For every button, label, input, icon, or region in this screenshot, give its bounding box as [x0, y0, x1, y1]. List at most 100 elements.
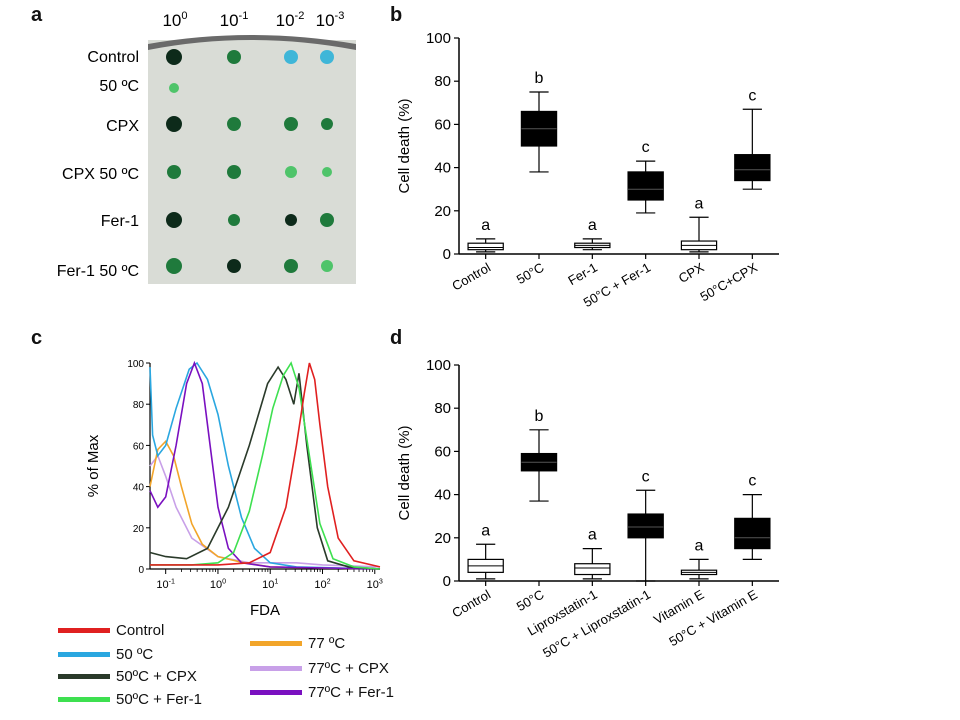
- row-label: Fer-1: [101, 213, 139, 230]
- legend-item: 77ºC + CPX: [250, 660, 389, 677]
- y-tick-label: 80: [434, 400, 451, 417]
- x-tick-label: 102: [314, 578, 330, 591]
- box: [734, 517, 771, 550]
- significance-letter: a: [695, 537, 704, 554]
- colony-spot: [320, 50, 334, 64]
- legend-swatch: [250, 666, 302, 671]
- y-tick-label: 100: [426, 30, 451, 47]
- colony-spot: [166, 49, 182, 65]
- x-tick-label: 50°C: [514, 260, 547, 288]
- panel-label-b: b: [390, 4, 403, 26]
- colony-spot: [227, 117, 241, 131]
- y-tick-label: 20: [434, 530, 451, 547]
- x-tick-label: 50°C + Vitamin E: [666, 586, 760, 649]
- legend-swatch: [58, 628, 110, 633]
- legend-swatch: [58, 652, 110, 657]
- legend-label: 50ºC + Fer-1: [116, 691, 202, 708]
- box: [574, 563, 611, 576]
- colony-spot: [285, 166, 297, 178]
- dilution-label: 10-1: [220, 10, 249, 30]
- x-tick-label: 50°C: [514, 587, 547, 615]
- legend-item: 50 ºC: [58, 646, 153, 663]
- significance-letter: a: [695, 195, 704, 212]
- x-tick-label: Control: [449, 260, 493, 294]
- y-tick-label: 40: [133, 483, 145, 494]
- dilution-label: 10-3: [316, 10, 345, 30]
- colony-spot: [284, 117, 298, 131]
- y-axis-title: % of Max: [85, 434, 102, 497]
- colony-spot: [284, 259, 298, 273]
- y-tick-label: 60: [434, 116, 451, 133]
- y-tick-label: 20: [133, 524, 145, 535]
- significance-letter: c: [642, 139, 650, 156]
- panel-label-d: d: [390, 327, 403, 349]
- row-label: CPX: [106, 118, 139, 135]
- panel-label-c: c: [31, 327, 43, 349]
- dilution-label: 100: [162, 10, 187, 30]
- series-line: [149, 365, 381, 570]
- y-axis-title: Cell death (%): [396, 98, 413, 193]
- y-tick-label: 40: [434, 160, 451, 177]
- x-tick-label: 101: [262, 578, 278, 591]
- colony-spot: [322, 167, 332, 177]
- x-tick-label: 103: [367, 578, 383, 591]
- colony-spot: [228, 214, 240, 226]
- significance-letter: c: [642, 468, 650, 485]
- row-label: CPX 50 ºC: [62, 166, 139, 183]
- legend-swatch: [250, 690, 302, 695]
- colony-spot: [285, 214, 297, 226]
- x-tick-label: Control: [449, 587, 493, 621]
- colony-spot: [167, 165, 181, 179]
- box: [627, 513, 664, 539]
- series-line: [149, 454, 381, 568]
- legend-item: 77ºC + Fer-1: [250, 684, 394, 701]
- y-tick-label: 40: [434, 487, 451, 504]
- x-tick-label: 50°C+CPX: [697, 259, 760, 304]
- legend-label: 77ºC + Fer-1: [308, 684, 394, 701]
- y-tick-label: 80: [133, 400, 145, 411]
- legend-swatch: [250, 641, 302, 646]
- y-tick-label: 80: [434, 73, 451, 90]
- chart-b-boxplot: 0 20 40 60 80 100 Cell death (%) a Control b 50°C a…: [396, 30, 779, 310]
- y-tick-label: 20: [434, 203, 451, 220]
- x-tick-label: CPX: [676, 259, 707, 286]
- legend-item: 50ºC + Fer-1: [58, 691, 202, 708]
- y-tick-label: 60: [434, 443, 451, 460]
- significance-letter: a: [588, 527, 597, 544]
- y-tick-label: 100: [127, 359, 144, 370]
- significance-letter: a: [588, 217, 597, 234]
- significance-letter: c: [748, 87, 756, 104]
- legend-item: 77 ºC: [250, 635, 345, 652]
- x-axis-title: FDA: [250, 602, 280, 619]
- x-tick-label: 100: [210, 578, 226, 591]
- colony-spot: [321, 260, 333, 272]
- legend-label: 50 ºC: [116, 646, 154, 663]
- y-tick-label: 100: [426, 357, 451, 374]
- series-line: [150, 361, 381, 570]
- box: [467, 242, 504, 251]
- legend-swatch: [58, 674, 110, 679]
- colony-spot: [227, 165, 241, 179]
- colony-spot: [166, 212, 182, 228]
- colony-spot: [227, 259, 241, 273]
- significance-letter: c: [748, 473, 756, 490]
- y-tick-label: 0: [443, 246, 451, 263]
- legend-label: 50ºC + CPX: [116, 668, 197, 685]
- colony-spot: [284, 50, 298, 64]
- x-tick-label: Fer-1: [565, 260, 599, 289]
- x-tick-label: 10-1: [156, 578, 175, 591]
- significance-letter: a: [481, 217, 490, 234]
- colony-spot: [321, 118, 333, 130]
- row-label: 50 ºC: [99, 78, 139, 95]
- dilution-label: 10-2: [276, 10, 305, 30]
- chart-d-boxplot: 0 20 40 60 80 100 Cell death (%) a Control b 50°C a…: [396, 357, 779, 661]
- spot-assay-plate-panel: 100 10-1 10-2 10-3 Control 50 ºC CPX CPX 50 ºC F…: [57, 10, 356, 284]
- chart-c-legend: Control 50 ºC 50ºC + CPX 50ºC + Fer-1 77…: [58, 622, 458, 717]
- panel-label-a: a: [31, 4, 43, 26]
- plate-rim: [148, 35, 356, 50]
- significance-letter: b: [535, 70, 544, 87]
- legend-swatch: [58, 697, 110, 702]
- y-tick-label: 0: [443, 573, 451, 590]
- significance-letter: b: [535, 408, 544, 425]
- y-tick-label: 60: [133, 441, 145, 452]
